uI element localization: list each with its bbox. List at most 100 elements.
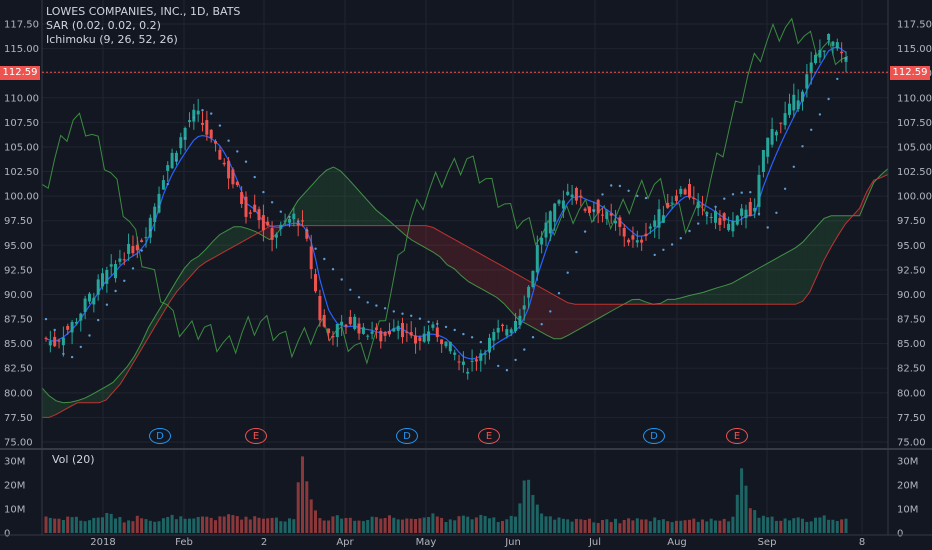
volume-bar <box>548 516 552 533</box>
volume-bar <box>318 518 322 533</box>
sar-dot <box>236 150 239 153</box>
cloud-segment <box>582 304 590 328</box>
volume-bar <box>683 520 687 533</box>
candle-down <box>201 123 204 125</box>
sar-dot <box>288 215 291 219</box>
candle-up <box>392 328 396 332</box>
dividend-badge[interactable]: D <box>643 428 665 444</box>
sar-dot <box>44 317 48 321</box>
volume-bar <box>696 521 700 533</box>
cloud-segment <box>767 259 775 305</box>
volume-bar <box>205 516 209 533</box>
candle-down <box>66 326 70 330</box>
cloud-segment <box>504 267 512 312</box>
candle-down <box>622 228 626 237</box>
volume-bar <box>553 519 557 533</box>
dividend-badge[interactable]: D <box>149 428 171 444</box>
volume-bar <box>309 499 313 533</box>
time-tick-label: 2 <box>261 537 267 548</box>
candle-down <box>583 208 587 211</box>
candle-up <box>648 226 652 229</box>
volume-bar <box>88 520 91 533</box>
candle-down <box>631 235 635 240</box>
earnings-badge[interactable]: E <box>245 428 267 444</box>
volume-bar <box>635 518 639 533</box>
sar-dot <box>270 201 274 204</box>
candle-up <box>731 220 735 232</box>
sar-dot <box>714 205 717 208</box>
cloud-segment <box>49 395 57 418</box>
candle-down <box>253 204 257 212</box>
cloud-segment <box>120 366 128 385</box>
cloud-segment <box>369 202 377 226</box>
sar-dot <box>775 211 778 214</box>
earnings-badge[interactable]: E <box>726 428 748 444</box>
sar-dot <box>731 193 735 196</box>
candle-up <box>488 337 491 352</box>
volume-bar <box>235 516 239 533</box>
candle-up <box>614 220 617 224</box>
sar-dot <box>531 336 535 339</box>
volume-bar <box>357 520 361 533</box>
sar-dot <box>79 345 83 349</box>
cloud-segment <box>411 225 419 245</box>
volume-bar <box>561 518 565 533</box>
volume-bar <box>731 516 735 533</box>
volume-bar <box>574 518 578 533</box>
earnings-badge[interactable]: E <box>478 428 500 444</box>
volume-bar <box>188 518 191 533</box>
volume-bar <box>753 510 757 533</box>
volume-bar <box>840 519 844 533</box>
candle-down <box>270 228 274 240</box>
volume-bar <box>796 517 800 533</box>
sar-dot <box>783 187 787 190</box>
price-tick-label: 75.00 <box>897 438 926 449</box>
cloud-segment <box>809 226 817 292</box>
sar-dot <box>210 112 213 115</box>
sar-dot <box>227 139 230 142</box>
volume-bar <box>757 517 761 533</box>
cloud-segment <box>760 263 768 305</box>
cloud-segment <box>632 299 640 305</box>
candle-down <box>440 339 444 345</box>
price-tick-label: 117.50 <box>4 20 39 31</box>
time-tick-label: 2018 <box>90 537 115 548</box>
volume-bar <box>792 518 796 533</box>
sar-dot <box>749 191 752 194</box>
volume-bar <box>379 518 383 533</box>
cloud-segment <box>482 255 490 294</box>
volume-bar <box>161 518 165 533</box>
time-tick-label: May <box>416 537 437 548</box>
volume-bar <box>653 517 657 533</box>
candle-down <box>640 239 644 243</box>
candle-up <box>353 316 357 329</box>
volume-bar <box>288 518 291 533</box>
volume-bar <box>340 518 344 533</box>
candle-down <box>53 336 57 347</box>
sar-dot <box>618 184 622 188</box>
volume-bar <box>53 518 57 533</box>
candle-down <box>209 129 213 139</box>
sar-dot <box>88 334 91 337</box>
cloud-segment <box>241 226 249 243</box>
candle-down <box>722 213 726 221</box>
price-tick-label: 80.00 <box>4 388 33 399</box>
cloud-segment <box>63 402 71 411</box>
cloud-segment <box>134 342 142 362</box>
price-tick-label: 102.50 <box>4 167 39 178</box>
cloud-segment <box>703 290 711 305</box>
sar-dot <box>792 165 795 168</box>
candle-up <box>509 329 513 333</box>
sar-dot <box>549 310 552 313</box>
sar-dot <box>418 317 422 320</box>
volume-bar <box>496 522 500 533</box>
candle-down <box>718 217 722 225</box>
price-tick-label: 92.50 <box>4 265 33 276</box>
dividend-badge[interactable]: D <box>396 428 418 444</box>
volume-bar <box>609 522 613 533</box>
volume-bar <box>201 516 204 533</box>
volume-bar <box>444 522 448 533</box>
volume-bar <box>461 515 465 533</box>
cloud-segment <box>361 194 370 226</box>
